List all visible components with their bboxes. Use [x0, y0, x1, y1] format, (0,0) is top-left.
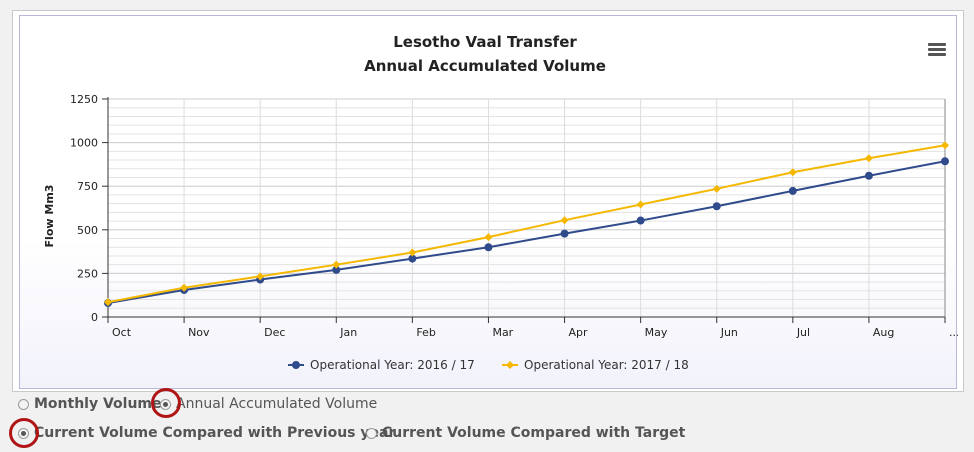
- monthly-volume-label: Monthly Volume: [34, 396, 162, 412]
- series-layer: [104, 141, 949, 308]
- data-point: [712, 202, 721, 211]
- option-compared-target[interactable]: Current Volume Compared with Target: [366, 425, 685, 441]
- data-point: [636, 216, 645, 225]
- data-point: [104, 298, 112, 307]
- data-point: [788, 168, 797, 177]
- x-tick-label: Jan: [339, 326, 357, 339]
- legend-marker: [506, 361, 514, 369]
- y-tick-label: 1000: [70, 137, 98, 150]
- data-point: [408, 248, 417, 257]
- x-tick-label: Apr: [569, 326, 589, 339]
- legend-label: Operational Year: 2016 / 17: [310, 358, 475, 372]
- compared-previous-year-radio[interactable]: [18, 427, 29, 439]
- line-chart: 0 250 500 750 1000 1250 Oct Nov Dec Jan Feb Mar Apr M…: [43, 33, 958, 372]
- x-tick-label: Feb: [416, 326, 435, 339]
- data-point: [332, 260, 341, 269]
- option-annual-accumulated-volume[interactable]: Annual Accumulated Volume: [160, 396, 377, 412]
- data-point: [560, 216, 569, 225]
- x-tick-label: Nov: [188, 326, 210, 339]
- chart-panel: 0 250 500 750 1000 1250 Oct Nov Dec Jan Feb Mar Apr M…: [12, 10, 964, 392]
- y-axis-label: Flow Mm3: [43, 185, 56, 248]
- hamburger-menu-icon[interactable]: [920, 37, 948, 61]
- compared-previous-year-label: Current Volume Compared with Previous ye…: [34, 425, 396, 441]
- x-tick-label: Jun: [720, 326, 738, 339]
- x-tick-label: ...: [949, 326, 958, 339]
- y-tick-label: 250: [77, 267, 98, 280]
- data-point: [484, 233, 493, 242]
- legend: Operational Year: 2016 / 17 Operational Y…: [288, 358, 689, 372]
- y-tick-label: 500: [77, 224, 98, 237]
- compared-target-label: Current Volume Compared with Target: [382, 425, 686, 441]
- compared-target-radio[interactable]: [366, 427, 377, 439]
- y-tick-label: 0: [91, 311, 98, 324]
- data-point: [864, 154, 873, 163]
- data-point: [941, 157, 949, 166]
- annual-accumulated-volume-label: Annual Accumulated Volume: [176, 396, 378, 412]
- series-line: [107, 144, 946, 304]
- legend-label: Operational Year: 2017 / 18: [524, 358, 689, 372]
- x-tick-label: Mar: [492, 326, 513, 339]
- x-tick-label: Oct: [112, 326, 132, 339]
- data-point: [332, 265, 341, 274]
- option-compared-previous-year[interactable]: Current Volume Compared with Previous ye…: [18, 425, 395, 441]
- legend-marker: [292, 361, 300, 369]
- data-point: [712, 184, 721, 193]
- annual-accumulated-volume-radio[interactable]: [160, 398, 171, 410]
- chart-title: Lesotho Vaal Transfer: [393, 33, 577, 51]
- data-point: [484, 243, 493, 252]
- data-point: [941, 141, 949, 150]
- x-tick-label: Jul: [796, 326, 810, 339]
- option-monthly-volume[interactable]: Monthly Volume: [18, 396, 162, 412]
- chart-frame: 0 250 500 750 1000 1250 Oct Nov Dec Jan Feb Mar Apr M…: [19, 15, 958, 389]
- axis-layer: 0 250 500 750 1000 1250 Oct Nov Dec Jan Feb Mar Apr M…: [70, 93, 958, 339]
- x-tick-label: Aug: [873, 326, 894, 339]
- chart-subtitle: Annual Accumulated Volume: [364, 57, 606, 75]
- y-tick-label: 1250: [70, 93, 98, 106]
- data-point: [560, 229, 569, 238]
- x-tick-label: May: [645, 326, 668, 339]
- x-tick-label: Dec: [264, 326, 285, 339]
- data-point: [180, 283, 189, 292]
- data-point: [256, 272, 265, 281]
- grid-layer: [107, 98, 946, 318]
- data-point: [864, 171, 873, 180]
- series-line: [107, 160, 946, 305]
- monthly-volume-radio[interactable]: [18, 398, 29, 410]
- y-tick-label: 750: [77, 180, 98, 193]
- data-point: [408, 254, 417, 263]
- data-point: [636, 200, 645, 209]
- data-point: [788, 186, 797, 195]
